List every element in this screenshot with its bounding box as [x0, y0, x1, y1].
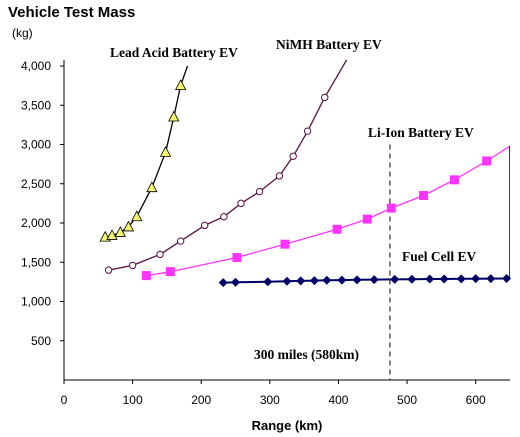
series-line-1: [108, 60, 348, 271]
x-axis-label: Range (km): [252, 418, 323, 433]
data-point-s1-2: [156, 250, 164, 259]
data-point-s0-8: [174, 79, 187, 91]
data-point-s0-2: [114, 226, 126, 237]
data-point-s3-3: [282, 276, 292, 286]
data-point-s2-7: [419, 191, 429, 201]
data-point-s1-5: [220, 213, 228, 221]
data-point-s1-6: [237, 199, 245, 208]
data-point-s1-4: [200, 221, 209, 230]
data-point-s3-17: [502, 273, 512, 283]
series-label-lead-acid: Lead Acid Battery EV: [110, 45, 238, 60]
data-point-s2-3: [280, 239, 290, 249]
series-label-li-ion: Li-Ion Battery EV: [368, 125, 474, 140]
data-point-s3-15: [471, 274, 481, 284]
data-point-s2-8: [449, 175, 459, 185]
data-point-s2-1: [165, 267, 175, 277]
data-point-s2-6: [386, 203, 396, 213]
series-markers: [99, 79, 512, 288]
data-point-s2-9: [482, 156, 492, 166]
y-tick-label: 4,000: [21, 59, 51, 73]
data-point-s2-5: [362, 214, 372, 224]
data-point-s3-1: [231, 277, 241, 287]
data-point-s0-1: [106, 229, 118, 240]
series-label-fuel-cell: Fuel Cell EV: [402, 249, 476, 264]
data-point-s0-7: [168, 110, 180, 122]
x-tick-label: 0: [61, 393, 68, 407]
data-point-s3-6: [322, 275, 332, 285]
data-point-s3-10: [390, 274, 400, 284]
data-point-s1-8: [275, 172, 284, 180]
data-point-s3-2: [263, 277, 273, 287]
data-point-s1-11: [321, 93, 329, 102]
data-point-s3-7: [337, 275, 347, 285]
data-point-s3-0: [218, 278, 228, 288]
data-point-s1-7: [255, 187, 264, 196]
data-point-s3-9: [369, 275, 379, 285]
data-point-s1-3: [176, 237, 185, 245]
data-point-s1-1: [128, 261, 137, 270]
data-point-s3-16: [486, 274, 496, 284]
axis-ticks: 0 100 200 300 400 500 600 500 1,000 1,500 2,000 2,5…: [21, 59, 486, 407]
y-tick-label: 3,000: [21, 138, 51, 152]
data-point-s2-2: [232, 253, 242, 263]
x-tick-label: 300: [260, 393, 280, 407]
chart-title: Vehicle Test Mass: [8, 4, 135, 21]
data-point-s3-5: [309, 276, 319, 286]
y-tick-label: 1,000: [21, 295, 51, 309]
y-axis-unit-label: (kg): [12, 26, 33, 40]
x-tick-label: 400: [328, 393, 348, 407]
data-point-s3-14: [456, 274, 466, 284]
y-tick-label: 2,000: [21, 216, 51, 230]
series-line-0: [105, 65, 189, 238]
y-tick-label: 500: [31, 334, 51, 348]
data-point-s0-3: [122, 220, 135, 232]
y-tick-label: 3,500: [21, 98, 51, 112]
data-point-s3-4: [296, 276, 306, 286]
reference-line-label: 300 miles (580km): [254, 347, 359, 362]
data-point-s2-4: [332, 224, 342, 234]
data-point-s0-4: [131, 210, 143, 222]
data-point-s1-10: [303, 127, 312, 135]
data-point-s1-9: [289, 152, 297, 160]
x-tick-label: 100: [123, 393, 143, 407]
data-point-s1-0: [104, 266, 113, 274]
x-tick-label: 200: [191, 393, 211, 407]
y-tick-label: 1,500: [21, 255, 51, 269]
data-point-s3-11: [407, 274, 417, 284]
data-point-s3-13: [439, 274, 449, 284]
x-tick-label: 600: [466, 393, 486, 407]
data-point-s2-0: [141, 271, 151, 281]
y-tick-label: 2,500: [21, 177, 51, 191]
data-point-s3-8: [352, 275, 362, 285]
series-label-nimh: NiMH Battery EV: [276, 37, 382, 52]
x-tick-label: 500: [397, 393, 417, 407]
data-point-s0-5: [146, 181, 158, 193]
data-point-s0-6: [159, 145, 172, 157]
axes: [63, 60, 510, 381]
data-point-s3-12: [425, 274, 435, 284]
